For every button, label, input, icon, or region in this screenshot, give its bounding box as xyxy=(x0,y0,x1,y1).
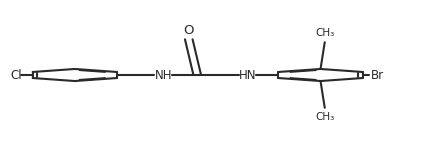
Text: CH₃: CH₃ xyxy=(315,28,334,38)
Text: Cl: Cl xyxy=(11,69,22,81)
Text: HN: HN xyxy=(238,69,256,81)
Text: CH₃: CH₃ xyxy=(315,112,334,122)
Text: NH: NH xyxy=(155,69,173,81)
Text: Br: Br xyxy=(371,69,384,81)
Text: O: O xyxy=(184,24,194,37)
